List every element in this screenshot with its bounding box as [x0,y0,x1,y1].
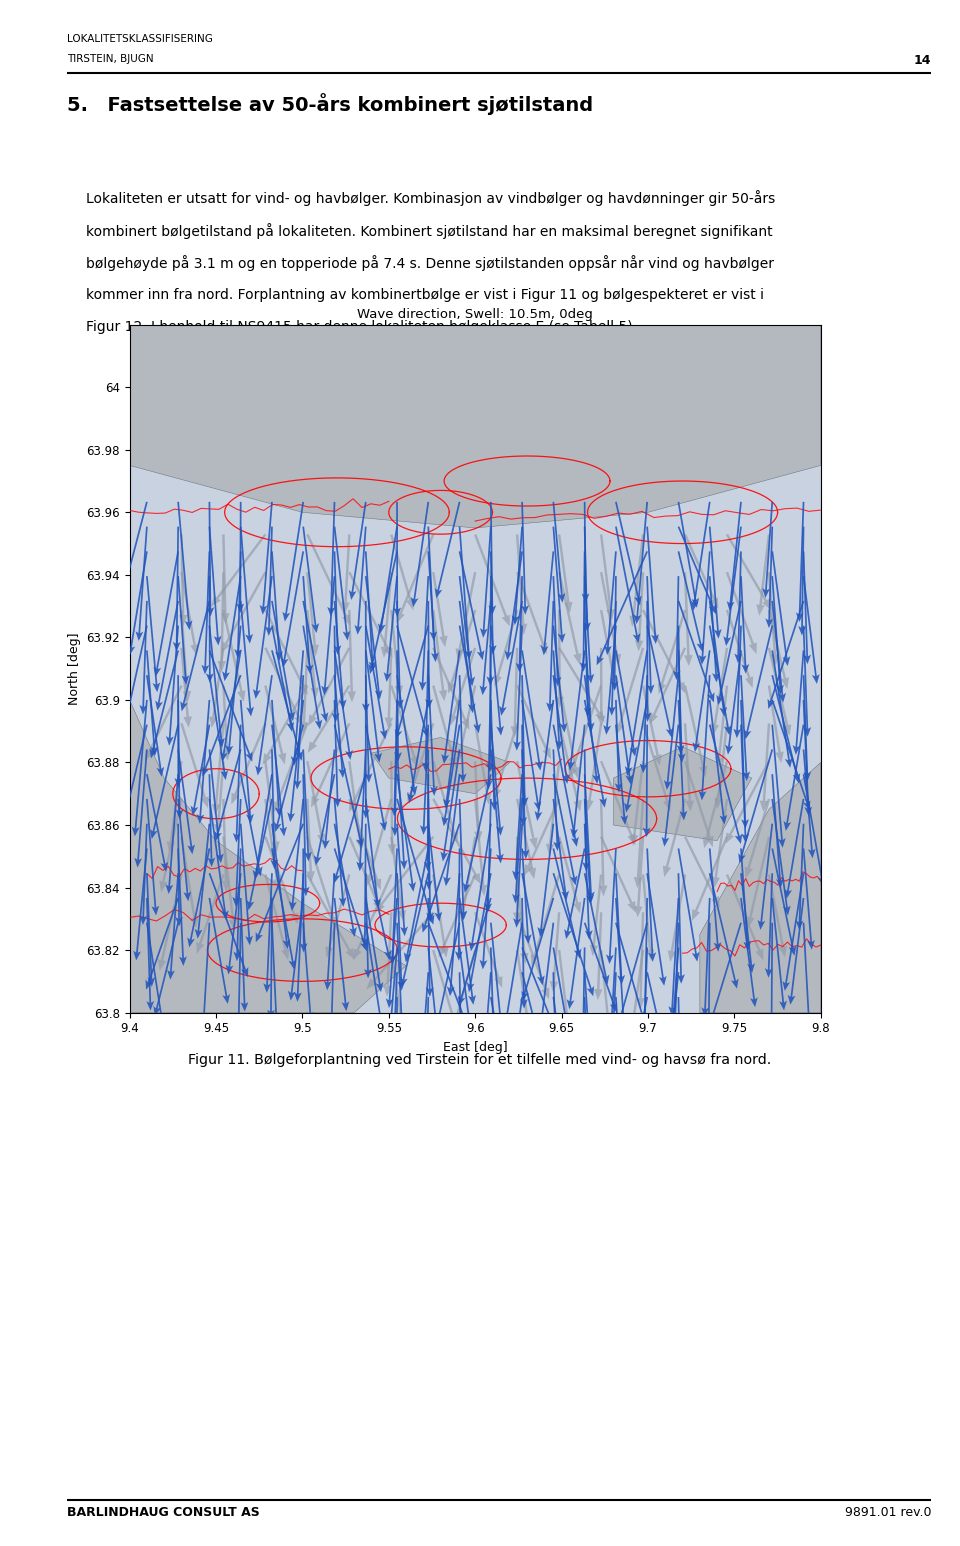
Polygon shape [130,325,821,527]
Y-axis label: North [deg]: North [deg] [68,632,81,705]
Text: 14: 14 [914,54,931,66]
Text: Lokaliteten er utsatt for vind- og havbølger. Kombinasjon av vindbølger og havdø: Lokaliteten er utsatt for vind- og havbø… [86,190,776,206]
Text: kombinert bølgetilstand på lokaliteten. Kombinert sjøtilstand har en maksimal be: kombinert bølgetilstand på lokaliteten. … [86,223,773,238]
X-axis label: East [deg]: East [deg] [443,1040,508,1054]
Text: 5. Fastsettelse av 50-års kombinert sjøtilstand: 5. Fastsettelse av 50-års kombinert sjøt… [67,93,593,114]
Text: Figur 11. Bølgeforplantning ved Tirstein for et tilfelle med vind- og havsø fra : Figur 11. Bølgeforplantning ved Tirstein… [188,1053,772,1067]
Polygon shape [372,737,510,793]
Title: Wave direction, Swell: 10.5m, 0deg: Wave direction, Swell: 10.5m, 0deg [357,308,593,320]
Text: BARLINDHAUG CONSULT AS: BARLINDHAUG CONSULT AS [67,1506,260,1518]
Text: bølgehøyde på 3.1 m og en topperiode på 7.4 s. Denne sjøtilstanden oppsår når vi: bølgehøyde på 3.1 m og en topperiode på … [86,255,775,271]
Polygon shape [700,762,821,1013]
Text: Figur 12. I henhold til NS9415 har denne lokaliteten bølgeklasse E (se Tabell 5): Figur 12. I henhold til NS9415 har denne… [86,320,637,334]
Text: TIRSTEIN, BJUGN: TIRSTEIN, BJUGN [67,54,154,63]
Text: 9891.01 rev.0: 9891.01 rev.0 [845,1506,931,1518]
Text: LOKALITETSKLASSIFISERING: LOKALITETSKLASSIFISERING [67,34,213,43]
Text: kommer inn fra nord. Forplantning av kombinertbølge er vist i Figur 11 og bølges: kommer inn fra nord. Forplantning av kom… [86,288,764,301]
Polygon shape [130,700,406,1013]
Polygon shape [613,747,752,841]
